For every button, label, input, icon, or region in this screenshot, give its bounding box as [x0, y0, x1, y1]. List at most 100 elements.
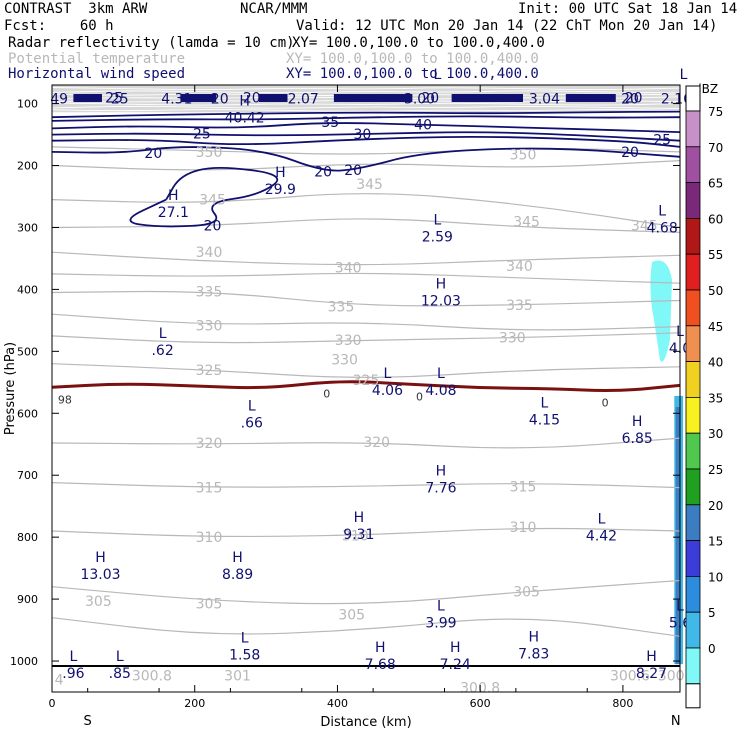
surface-theta-label: 300.8 — [132, 668, 172, 684]
colorbar-top-cap — [685, 85, 701, 112]
max-min-kind: L — [433, 67, 441, 83]
theta-contour-line — [51, 87, 681, 91]
max-min-kind: H — [632, 414, 643, 430]
upper-band-value: 20 — [211, 92, 229, 108]
theta-label: 340 — [335, 261, 362, 277]
model-title: CONTRAST 3km ARW — [4, 1, 148, 17]
max-min-kind: L — [437, 366, 445, 382]
theta-contour-line — [51, 218, 681, 233]
field-reflectivity-xy: XY= 100.0,100.0 to 100.0,400.0 — [292, 35, 545, 51]
organization-label: NCAR/MMM — [240, 1, 308, 17]
max-min-marker: H7.24 — [440, 640, 471, 673]
y-tick-label: 100 — [17, 98, 38, 111]
max-min-marker: L.62 — [151, 326, 173, 359]
theta-contour-line — [51, 272, 681, 284]
wind-contour-line — [51, 122, 681, 133]
theta-label: 325 — [196, 363, 223, 379]
y-tick-label: 200 — [17, 160, 38, 173]
max-min-marker: L4.08 — [425, 366, 456, 399]
theta-contour-line — [51, 193, 681, 229]
wind-speed-label: 30 — [354, 127, 372, 143]
wind-contour-line — [51, 135, 681, 148]
wind-speed-label: 20 — [421, 90, 439, 106]
theta-label: 340 — [506, 259, 533, 275]
colorbar-tick-label: 45 — [708, 320, 723, 334]
colorbar-tick-label: 55 — [708, 248, 723, 262]
upper-band-value: 49 — [50, 92, 68, 108]
y-tick-label: 800 — [17, 531, 38, 544]
wind-contour-line — [51, 110, 681, 119]
max-min-kind: L — [680, 67, 688, 83]
wind-speed-label: 20 — [204, 219, 222, 235]
colorbar-bottom-cap — [685, 683, 701, 709]
max-min-marker: H40.42 — [225, 94, 265, 127]
max-min-value: 4.06 — [372, 383, 403, 399]
wind-speed-label: 35 — [321, 115, 339, 131]
surface-theta-label: 300.6 — [610, 668, 650, 684]
max-min-marker: H27.1 — [158, 188, 189, 221]
max-min-value: 7.24 — [440, 657, 471, 673]
max-min-value: 3.99 — [425, 615, 456, 631]
max-min-marker: L — [680, 67, 688, 83]
theta-label: 330 — [331, 352, 358, 368]
plot-frame — [51, 84, 681, 693]
plot-axes: 0 200 400 600 800100200300400500600700800900… — [3, 84, 681, 730]
max-min-value: 29.9 — [265, 182, 296, 198]
theta-contour-line — [51, 290, 681, 307]
colorbar-swatch — [685, 253, 701, 291]
colorbar-tick-label: 75 — [708, 105, 723, 119]
theta-label: 305 — [196, 596, 223, 612]
colorbar-tick-label: 70 — [708, 141, 723, 155]
max-min-marker: H7.68 — [365, 640, 396, 673]
wind-max-bar — [565, 94, 616, 103]
forecast-hour: Fcst: 60 h — [4, 18, 114, 34]
upper-band-value: 25 — [111, 92, 129, 108]
y-tick-label: 500 — [17, 345, 38, 358]
max-min-marker: L4.42 — [586, 512, 617, 545]
x-axis-title: Distance (km) — [320, 715, 411, 730]
field-wind-name: Horizontal wind speed — [8, 66, 186, 82]
theta-label: 345 — [356, 177, 383, 193]
wind-max-bar — [180, 94, 217, 103]
max-min-value: .85 — [109, 666, 131, 682]
wind-max-bar — [73, 94, 102, 103]
max-min-value: .62 — [151, 343, 173, 359]
max-min-value: 4.08 — [425, 383, 456, 399]
reflectivity-column — [675, 407, 680, 665]
max-min-value: 7.83 — [518, 646, 549, 662]
theta-label: 310 — [342, 528, 369, 544]
colorbar-swatch — [685, 647, 701, 685]
wind-speed-label: 20 — [314, 165, 332, 181]
y-tick-label: 700 — [17, 469, 38, 482]
theta-contour-line — [51, 106, 681, 109]
colorbar-swatch — [685, 611, 701, 649]
max-min-value: 4.15 — [529, 412, 560, 428]
wind-speed-label: 20 — [144, 146, 162, 162]
colorbar-tick-label: 20 — [708, 499, 723, 513]
max-min-kind: L — [658, 203, 666, 219]
endpoint-right: N — [671, 714, 681, 729]
max-min-kind: H — [95, 550, 106, 566]
max-min-marker: H7.76 — [425, 463, 456, 496]
valid-time: Valid: 12 UTC Mon 20 Jan 14 (22 ChT Mon … — [296, 18, 718, 34]
colorbar-tick-label: 40 — [708, 356, 723, 370]
theta-contour-line — [51, 102, 681, 106]
theta-label: 330 — [499, 331, 526, 347]
wind-speed-label: 20 — [625, 90, 643, 106]
max-min-value: 40.42 — [225, 111, 265, 127]
upper-band-value: 4.31 — [161, 92, 192, 108]
wind-speed-label: 20 — [243, 90, 261, 106]
colorbar-swatch — [685, 325, 701, 362]
wind-speed-label: 40 — [414, 118, 432, 134]
colorbar-swatch — [685, 146, 701, 184]
theta-contour-line — [51, 160, 681, 171]
max-min-kind: H — [239, 94, 250, 110]
endpoint-left: S — [84, 714, 92, 729]
colorbar-swatch — [685, 289, 701, 327]
theta-contour-line — [51, 617, 681, 637]
wind-contour-line — [51, 131, 681, 142]
max-min-value: 2.59 — [422, 230, 453, 246]
